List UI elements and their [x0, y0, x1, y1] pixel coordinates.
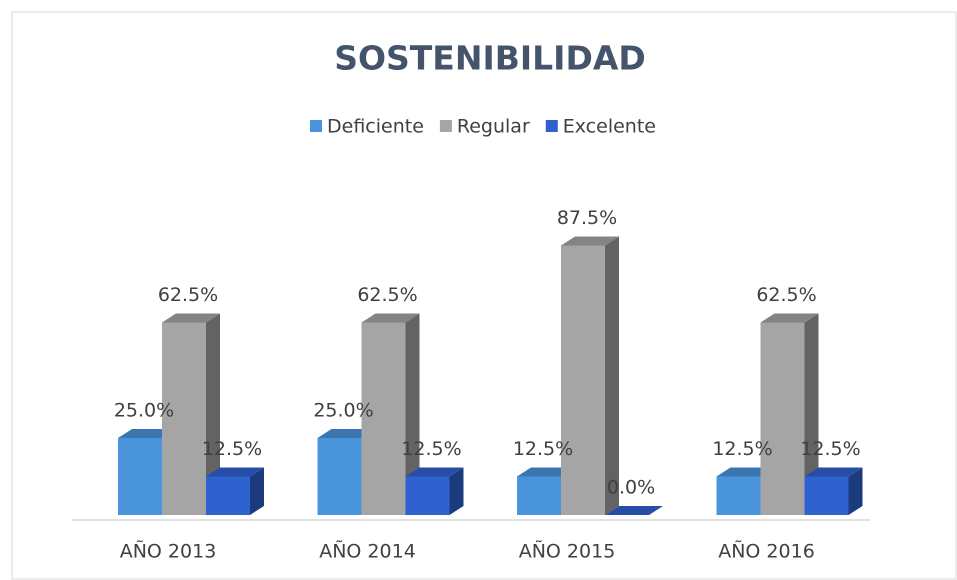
bar-front	[561, 245, 605, 515]
legend-swatch	[545, 120, 558, 132]
bar-top	[361, 313, 420, 323]
bar-top	[517, 467, 575, 477]
bar	[561, 236, 619, 515]
bar-side	[804, 313, 819, 515]
data-label: 62.5%	[756, 284, 816, 306]
bar	[760, 313, 819, 515]
bar-top	[561, 236, 619, 246]
bar-front	[317, 438, 362, 515]
legend-label: Deficiente	[327, 116, 424, 138]
bar-top	[405, 467, 464, 477]
data-label: 62.5%	[357, 284, 417, 306]
chart-title: SOSTENIBILIDAD	[334, 39, 646, 78]
x-tick-label: AÑO 2015	[519, 540, 616, 563]
bar	[405, 467, 464, 515]
bar-side	[206, 313, 220, 515]
x-tick-label: AÑO 2014	[319, 540, 416, 563]
bar-top	[317, 429, 376, 438]
data-label: 12.5%	[401, 438, 461, 460]
legend-label: Excelente	[563, 116, 656, 138]
bar-front	[118, 438, 162, 515]
x-tick-label: AÑO 2013	[120, 540, 217, 563]
data-label: 87.5%	[557, 207, 617, 229]
bar	[804, 467, 863, 515]
x-tick-label: AÑO 2016	[718, 540, 815, 563]
bar-front	[716, 476, 761, 515]
data-label: 12.5%	[800, 438, 860, 460]
data-label: 25.0%	[114, 400, 174, 422]
bar-top	[206, 467, 264, 477]
bar-front	[405, 476, 450, 515]
bar-top	[716, 467, 775, 477]
data-label: 0.0%	[607, 477, 655, 499]
bar	[206, 467, 264, 515]
bar-front	[804, 476, 849, 515]
bar-side	[848, 467, 863, 515]
bar-top	[605, 506, 663, 515]
legend-swatch	[310, 120, 322, 132]
bar-top	[162, 313, 220, 323]
bar	[605, 506, 663, 515]
bar-side	[405, 313, 420, 515]
bar-front	[206, 476, 250, 515]
data-label: 12.5%	[202, 438, 262, 460]
bar-top	[804, 467, 863, 477]
bar-front	[361, 322, 406, 515]
bar	[361, 313, 420, 515]
bar-side	[449, 467, 464, 515]
bar-side	[605, 236, 619, 515]
data-label: 25.0%	[313, 400, 373, 422]
bar	[162, 313, 220, 515]
data-label: 62.5%	[158, 284, 218, 306]
data-label: 12.5%	[513, 438, 573, 460]
bar-side	[250, 467, 264, 515]
bar-front	[162, 322, 206, 515]
legend-swatch	[439, 120, 452, 132]
legend-label: Regular	[457, 116, 530, 138]
bar-front	[760, 322, 805, 515]
bar-top	[760, 313, 819, 323]
data-label: 12.5%	[712, 438, 772, 460]
bar-top	[118, 429, 176, 438]
bar-front	[517, 476, 561, 515]
